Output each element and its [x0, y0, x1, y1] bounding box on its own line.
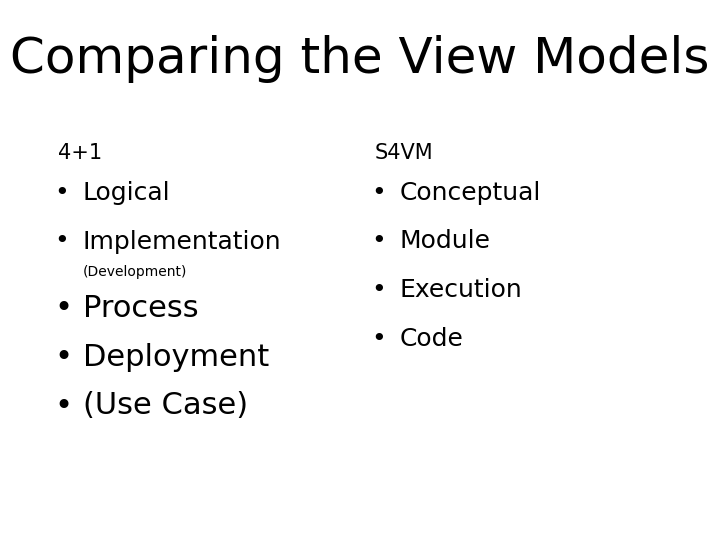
- Text: Comparing the View Models: Comparing the View Models: [10, 35, 710, 83]
- Text: Implementation: Implementation: [83, 230, 282, 253]
- Text: •: •: [54, 343, 72, 372]
- Text: •: •: [371, 230, 385, 253]
- Text: S4VM: S4VM: [374, 143, 433, 163]
- Text: Execution: Execution: [400, 278, 522, 302]
- Text: •: •: [371, 181, 385, 205]
- Text: •: •: [54, 392, 72, 421]
- Text: Code: Code: [400, 327, 464, 350]
- Text: •: •: [54, 230, 68, 253]
- Text: •: •: [54, 181, 68, 205]
- Text: •: •: [371, 278, 385, 302]
- Text: •: •: [371, 327, 385, 350]
- Text: (Development): (Development): [83, 265, 187, 279]
- Text: 4+1: 4+1: [58, 143, 102, 163]
- Text: Process: Process: [83, 294, 199, 323]
- Text: •: •: [54, 294, 72, 323]
- Text: Deployment: Deployment: [83, 343, 269, 372]
- Text: Module: Module: [400, 230, 490, 253]
- Text: Logical: Logical: [83, 181, 171, 205]
- Text: (Use Case): (Use Case): [83, 392, 248, 421]
- Text: Conceptual: Conceptual: [400, 181, 541, 205]
